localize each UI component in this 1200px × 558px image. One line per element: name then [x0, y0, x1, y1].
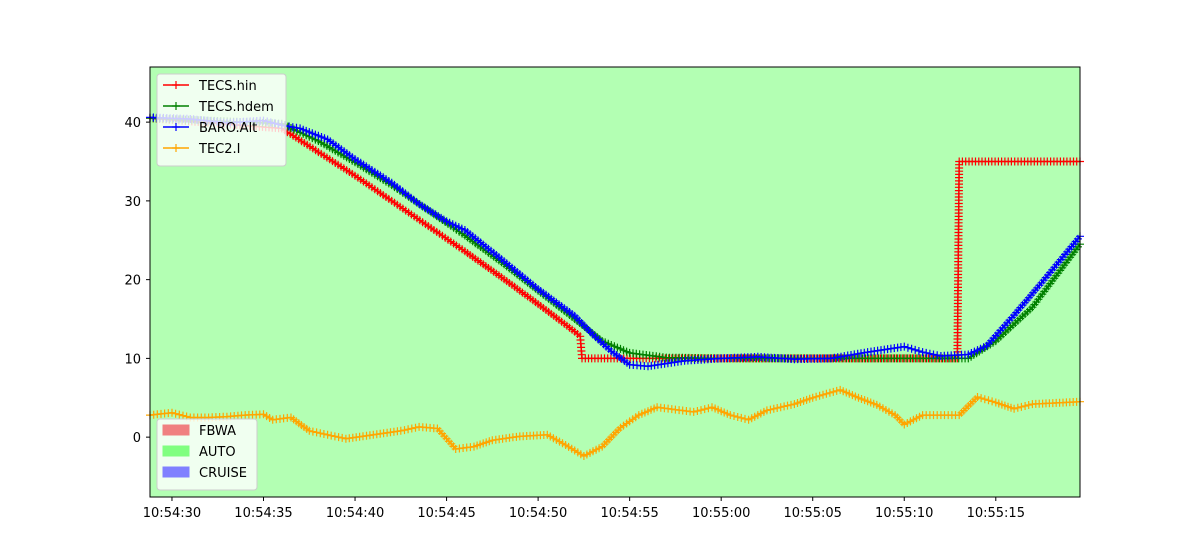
legend-marker-tecs-hin: [172, 81, 180, 89]
legend-label-fbwa: FBWA: [199, 424, 236, 439]
x-tick-label: 10:55:10: [875, 506, 933, 521]
x-axis: 10:54:30 10:54:35 10:54:40 10:54:45 10:54:50…: [143, 497, 1025, 521]
x-tick-label: 10:54:40: [326, 506, 384, 521]
x-tick-label: 10:55:05: [784, 506, 842, 521]
legend-marker-tec2-i: [172, 144, 180, 152]
y-tick-label: 20: [124, 274, 141, 289]
legend-series: TECS.hin TECS.hdem BARO.Alt TEC2.I: [156, 73, 287, 167]
x-tick-label: 10:54:45: [417, 506, 475, 521]
legend-label-auto: AUTO: [199, 445, 236, 460]
legend-label-baro-alt: BARO.Alt: [199, 121, 257, 136]
legend-label-tecs-hdem: TECS.hdem: [198, 100, 274, 115]
legend-modes: FBWA AUTO CRUISE: [156, 418, 258, 491]
y-tick-label: 0: [133, 431, 141, 446]
legend-label-tec2-i: TEC2.I: [198, 142, 240, 157]
legend-label-cruise: CRUISE: [199, 466, 247, 481]
x-tick-label: 10:55:00: [692, 506, 750, 521]
x-tick-label: 10:54:35: [234, 506, 292, 521]
legend-label-tecs-hin: TECS.hin: [198, 79, 257, 94]
y-tick-label: 40: [124, 116, 141, 131]
x-tick-label: 10:54:50: [509, 506, 567, 521]
legend-marker-baro-alt: [172, 123, 180, 131]
legend-swatch-cruise: [162, 466, 190, 478]
plot-frame: [149, 66, 1081, 498]
legend-swatch-auto: [162, 445, 190, 457]
x-tick-label: 10:54:55: [600, 506, 658, 521]
legend-swatch-fbwa: [162, 424, 190, 436]
x-tick-label: 10:55:15: [967, 506, 1025, 521]
y-tick-label: 30: [124, 195, 141, 210]
x-tick-label: 10:54:30: [143, 506, 201, 521]
y-tick-label: 10: [124, 352, 141, 367]
legend-marker-tecs-hdem: [172, 102, 180, 110]
legend-box: [156, 73, 287, 167]
y-axis: 0 10 20 30 40: [124, 116, 150, 446]
